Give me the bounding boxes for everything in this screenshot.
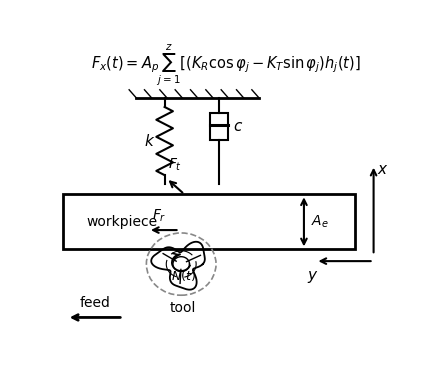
Text: $F_x(t) = A_p\sum_{j=1}^{z}\left[(K_R\cos\varphi_j - K_T\sin\varphi_j)h_j(t)\rig: $F_x(t) = A_p\sum_{j=1}^{z}\left[(K_R\co… (91, 43, 361, 88)
Text: feed: feed (80, 296, 110, 310)
Text: k: k (144, 134, 153, 149)
Text: x: x (377, 162, 386, 177)
Text: tool: tool (169, 301, 196, 315)
Bar (63, 194, 355, 249)
Text: c: c (234, 119, 242, 134)
Text: $A_e$: $A_e$ (311, 214, 329, 230)
Bar (210, 113, 229, 140)
Text: y: y (308, 268, 317, 283)
Text: workpiece: workpiece (86, 215, 158, 229)
Text: $F_t$: $F_t$ (167, 156, 181, 173)
Text: $N(t)$: $N(t)$ (171, 268, 196, 283)
Text: $F_r$: $F_r$ (152, 207, 166, 224)
